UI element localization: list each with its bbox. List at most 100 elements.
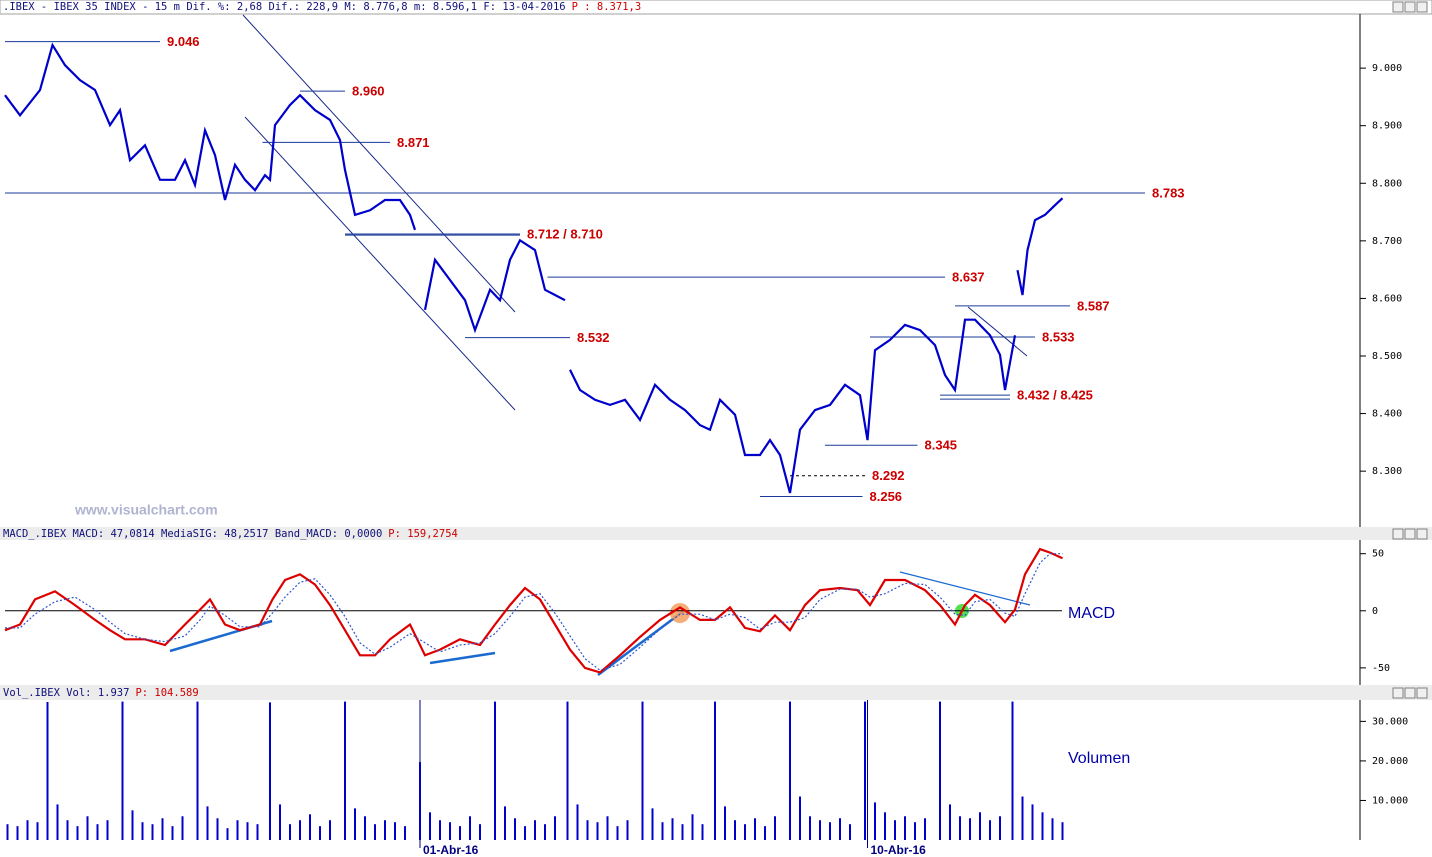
- level-label: 8.533: [1042, 329, 1075, 344]
- watermark: www.visualchart.com: [74, 502, 218, 518]
- bar: [319, 826, 321, 840]
- bar: [121, 701, 124, 840]
- y-tick-label: 0: [1372, 606, 1378, 617]
- bar: [374, 824, 376, 840]
- y-tick-label: 8.300: [1372, 466, 1402, 477]
- bar: [56, 804, 59, 840]
- bar: [914, 822, 916, 840]
- bar: [394, 822, 396, 840]
- bar: [979, 812, 981, 840]
- bar: [86, 816, 89, 840]
- button[interactable]: [1404, 687, 1416, 699]
- bar: [924, 818, 926, 840]
- bar: [469, 816, 471, 840]
- panel-title: .IBEX - IBEX 35 INDEX - 15 m Dif. %: 2,6…: [3, 1, 566, 13]
- trend-line: [242, 14, 516, 313]
- bar: [514, 818, 516, 840]
- y-tick-label: 20.000: [1372, 756, 1408, 767]
- bar: [661, 822, 664, 840]
- button[interactable]: [1404, 528, 1416, 540]
- level-label: 8.712 / 8.710: [527, 226, 603, 241]
- y-tick-label: 9.000: [1372, 63, 1402, 74]
- button[interactable]: [1392, 1, 1404, 13]
- level-label: 8.871: [397, 135, 430, 150]
- bar: [131, 810, 134, 840]
- bar: [1041, 812, 1044, 840]
- bar: [864, 701, 866, 840]
- bar: [829, 822, 831, 840]
- panel-title: Vol_.IBEX Vol: 1.937: [3, 687, 129, 699]
- bar: [969, 818, 971, 840]
- bar: [504, 806, 506, 840]
- trend-line: [967, 306, 1028, 357]
- bar: [999, 816, 1001, 840]
- button[interactable]: [1416, 1, 1428, 13]
- bar: [171, 826, 174, 840]
- panel-buttons[interactable]: [1392, 1, 1428, 699]
- bar: [691, 814, 694, 840]
- bar: [989, 820, 991, 840]
- bar: [1011, 701, 1014, 840]
- bar: [226, 828, 229, 840]
- button[interactable]: [1404, 1, 1416, 13]
- bar: [744, 824, 746, 840]
- y-tick-label: 30.000: [1372, 716, 1408, 727]
- bar: [236, 820, 239, 840]
- bar: [701, 824, 704, 840]
- bar: [789, 701, 791, 840]
- bar: [404, 826, 406, 840]
- trend-line: [244, 116, 516, 411]
- bar: [774, 816, 776, 840]
- level-label: 8.532: [577, 330, 610, 345]
- bar: [681, 824, 684, 840]
- y-tick-label: 8.700: [1372, 236, 1402, 247]
- bar: [439, 820, 441, 840]
- y-tick-label: -50: [1372, 663, 1390, 674]
- panel-label: Volumen: [1068, 750, 1130, 767]
- button[interactable]: [1416, 528, 1428, 540]
- button[interactable]: [1392, 528, 1404, 540]
- bar: [819, 820, 821, 840]
- panel-title: MACD_.IBEX MACD: 47,0814 MediaSIG: 48,25…: [3, 528, 382, 540]
- level-label: 8.960: [352, 84, 385, 99]
- bar: [216, 818, 219, 840]
- button[interactable]: [1392, 687, 1404, 699]
- bar: [46, 701, 49, 840]
- button[interactable]: [1416, 687, 1428, 699]
- bar: [904, 816, 906, 840]
- bar: [894, 820, 896, 840]
- y-tick-label: 8.400: [1372, 409, 1402, 420]
- level-label: 8.637: [952, 270, 985, 285]
- series-line: [5, 553, 1063, 671]
- x-axis-area: [0, 840, 1432, 857]
- bar: [354, 808, 356, 840]
- bar: [26, 820, 29, 840]
- y-tick-label: 8.500: [1372, 351, 1402, 362]
- bar: [839, 818, 841, 840]
- bar: [1061, 822, 1064, 840]
- bar: [616, 826, 619, 840]
- bar: [1051, 818, 1054, 840]
- bar: [576, 804, 579, 840]
- x-tick-label: 01-Abr-16: [423, 843, 479, 857]
- bar: [799, 796, 801, 840]
- series-line: [4, 42, 1064, 494]
- trend-line: [899, 571, 1031, 606]
- bar: [76, 826, 79, 840]
- bar: [596, 822, 599, 840]
- x-tick-label: 10-Abr-16: [871, 843, 927, 857]
- level-label: 8.432 / 8.425: [1017, 388, 1093, 403]
- y-tick-label: 8.600: [1372, 293, 1402, 304]
- level-label: 8.783: [1152, 185, 1185, 200]
- y-tick-label: 8.800: [1372, 178, 1402, 189]
- trend-line: [429, 651, 496, 665]
- trend-lines: [242, 14, 1028, 411]
- bar: [36, 822, 39, 840]
- bar: [289, 824, 291, 840]
- bar: [809, 816, 811, 840]
- header-bar: [0, 0, 1432, 15]
- bar: [949, 804, 951, 840]
- bar: [939, 701, 941, 840]
- bar: [151, 824, 154, 840]
